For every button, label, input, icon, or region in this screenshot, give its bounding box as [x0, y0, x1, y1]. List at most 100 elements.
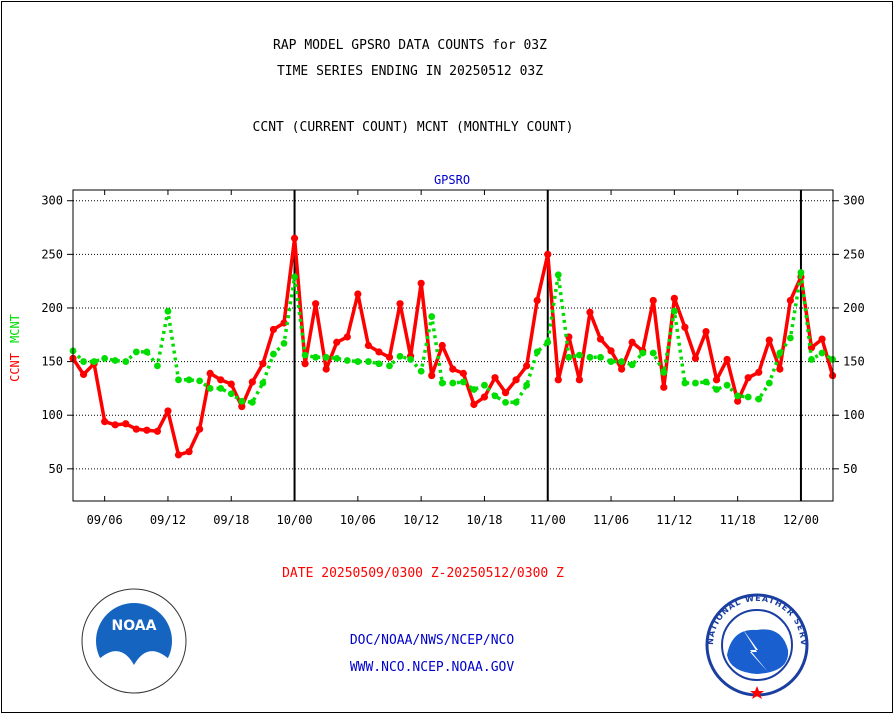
data-point-ccnt [111, 421, 119, 429]
data-point-mcnt [744, 393, 752, 401]
data-point-mcnt [481, 381, 488, 389]
data-point-mcnt [122, 358, 130, 365]
data-point-mcnt [702, 378, 710, 386]
data-point-mcnt [354, 358, 362, 365]
data-point-mcnt [375, 360, 383, 368]
org-line: DOC/NOAA/NWS/NCEP/NCO [349, 633, 515, 648]
y-tick-label-left: 250 [41, 247, 63, 261]
y-tick-label-right: 150 [843, 355, 865, 369]
data-point-ccnt [385, 353, 394, 361]
data-point-mcnt [765, 379, 773, 387]
data-point-mcnt [723, 381, 731, 389]
data-point-mcnt [681, 379, 689, 387]
data-point-ccnt [618, 365, 626, 373]
x-tick-label: 11/06 [593, 513, 629, 527]
data-point-ccnt [723, 355, 731, 364]
data-point-mcnt [280, 339, 288, 347]
data-point-ccnt [702, 327, 710, 336]
data-point-mcnt [248, 398, 256, 406]
data-point-mcnt [333, 354, 341, 362]
y-tick-label-left: 200 [41, 301, 63, 315]
data-point-mcnt [628, 361, 636, 369]
data-point-mcnt [776, 349, 784, 357]
data-point-ccnt [449, 365, 457, 373]
x-tick-label: 09/06 [87, 513, 123, 527]
data-point-ccnt [607, 347, 615, 355]
y-tick-label-right: 300 [843, 194, 865, 208]
data-point-mcnt [512, 398, 520, 406]
data-point-ccnt [143, 426, 151, 434]
data-point-ccnt [544, 250, 552, 258]
data-point-mcnt [470, 386, 478, 393]
data-point-ccnt [174, 451, 183, 459]
data-point-mcnt [692, 379, 699, 387]
data-point-mcnt [565, 353, 573, 361]
data-point-mcnt [649, 349, 657, 357]
data-point-mcnt [670, 307, 678, 315]
data-point-ccnt [586, 308, 594, 316]
data-point-ccnt [533, 296, 541, 305]
data-point-mcnt [787, 334, 794, 342]
data-point-ccnt [660, 383, 668, 391]
data-point-mcnt [755, 395, 763, 403]
data-point-ccnt [259, 360, 267, 368]
data-point-mcnt [154, 362, 161, 370]
data-point-ccnt [554, 376, 562, 384]
data-point-ccnt [301, 360, 309, 368]
data-point-ccnt [343, 333, 351, 341]
data-point-ccnt [122, 420, 130, 428]
data-point-mcnt [544, 338, 552, 346]
data-point-mcnt [175, 376, 182, 384]
data-point-ccnt [354, 290, 362, 298]
data-point-ccnt [596, 335, 605, 343]
panel-title: GPSRO [434, 173, 470, 187]
data-point-ccnt [734, 397, 742, 405]
x-tick-label: 10/12 [403, 513, 439, 527]
data-point-ccnt [196, 425, 204, 433]
data-point-ccnt [765, 336, 773, 344]
data-point-ccnt [470, 400, 478, 409]
data-point-ccnt [227, 380, 235, 388]
data-point-ccnt [491, 374, 499, 382]
data-point-ccnt [501, 389, 510, 397]
data-point-mcnt [101, 354, 109, 362]
data-point-ccnt [438, 341, 446, 350]
data-point-ccnt [480, 393, 489, 401]
series-line-ccnt [71, 236, 835, 457]
data-point-ccnt [312, 300, 320, 308]
data-point-mcnt [386, 362, 393, 370]
data-point-ccnt [523, 362, 531, 370]
data-point-ccnt [670, 294, 678, 302]
y-tick-label-right: 50 [843, 462, 857, 476]
data-point-mcnt [270, 350, 277, 358]
date-range: DATE 20250509/0300 Z-20250512/0300 Z [282, 566, 564, 581]
data-point-ccnt [269, 325, 278, 334]
data-point-mcnt [185, 376, 193, 384]
data-point-mcnt [217, 384, 225, 392]
data-point-mcnt [291, 273, 298, 281]
y-tick-label-right: 250 [843, 247, 865, 261]
x-tick-label: 10/06 [340, 513, 376, 527]
data-point-ccnt [712, 376, 721, 384]
data-point-ccnt [322, 365, 330, 373]
data-point-mcnt [111, 357, 119, 364]
y-tick-label-left: 100 [41, 408, 63, 422]
data-point-mcnt [206, 384, 214, 392]
data-point-ccnt [628, 338, 636, 346]
y-axis-label: CCNT MCNT [8, 314, 22, 382]
data-point-mcnt [196, 377, 204, 385]
plot-border [72, 189, 834, 502]
y-tick-label-left: 50 [49, 462, 63, 476]
data-point-mcnt [554, 271, 562, 279]
data-point-ccnt [681, 323, 689, 331]
data-point-ccnt [417, 279, 425, 287]
data-point-ccnt [153, 427, 161, 435]
x-tick-label: 11/00 [530, 513, 566, 527]
data-point-mcnt [459, 378, 467, 386]
data-point-ccnt [185, 448, 193, 456]
x-tick-label: 10/00 [276, 513, 312, 527]
data-point-ccnt [512, 376, 520, 384]
data-point-mcnt [597, 353, 604, 361]
